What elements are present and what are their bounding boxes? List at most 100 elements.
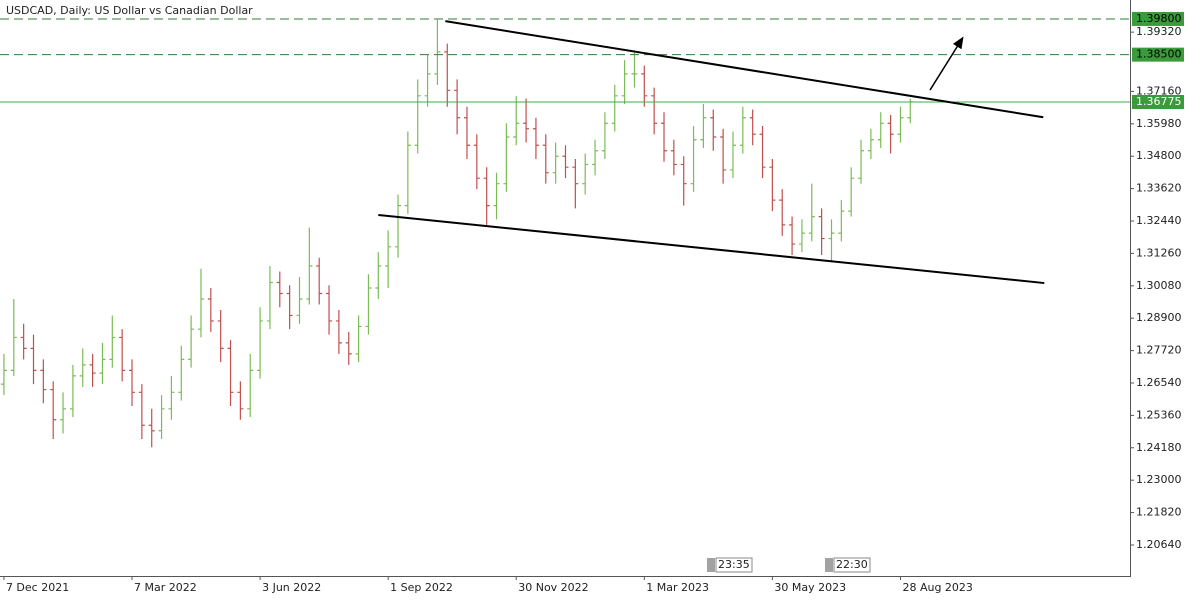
- ohlc-bar: [513, 95, 520, 146]
- x-tick-label: 30 May 2023: [774, 581, 846, 594]
- ohlc-bar: [20, 323, 27, 360]
- x-tick-label: 1 Sep 2022: [390, 581, 453, 594]
- ohlc-bar: [749, 109, 756, 146]
- price-level-label: 1.36775: [1136, 95, 1182, 108]
- ohlc-bar: [257, 307, 264, 379]
- y-tick-label: 1.28900: [1136, 311, 1182, 324]
- time-marker: 23:35: [718, 558, 750, 571]
- ohlc-bar: [690, 126, 697, 192]
- ohlc-bar: [0, 353, 7, 396]
- ohlc-bar: [404, 131, 411, 214]
- ohlc-bar: [129, 359, 136, 407]
- trend-line: [378, 213, 1045, 285]
- arrow: [929, 36, 964, 91]
- ohlc-bar: [897, 106, 904, 143]
- price-level-box: [1132, 94, 1184, 109]
- x-tick-label: 3 Jun 2022: [262, 581, 321, 594]
- ohlc-bar: [601, 112, 608, 159]
- ohlc-bar: [641, 65, 648, 107]
- ohlc-bar: [385, 230, 392, 288]
- ohlc-bar: [237, 381, 244, 420]
- ohlc-bar: [818, 208, 825, 256]
- ohlc-bar: [286, 285, 293, 330]
- ohlc-bar: [326, 285, 333, 335]
- y-tick-label: 1.21820: [1136, 506, 1182, 519]
- ohlc-bar: [552, 142, 559, 184]
- y-tick-label: 1.26540: [1136, 376, 1182, 389]
- y-tick-label: 1.30080: [1136, 279, 1182, 292]
- ohlc-bar: [119, 329, 126, 382]
- y-tick-label: 1.39320: [1136, 25, 1182, 38]
- time-marker-box: [715, 557, 753, 573]
- ohlc-bar: [395, 194, 402, 258]
- ohlc-bar: [217, 309, 224, 363]
- ohlc-bar: [345, 331, 352, 365]
- trend-line: [445, 20, 1044, 119]
- x-tick-label: 1 Mar 2023: [646, 581, 709, 594]
- y-tick-label: 1.20640: [1136, 538, 1182, 551]
- ohlc-bar: [266, 266, 273, 330]
- ohlc-bar: [592, 139, 599, 176]
- ohlc-bar: [582, 153, 589, 195]
- ohlc-bar: [365, 274, 372, 335]
- ohlc-bar: [414, 79, 421, 154]
- ohlc-bar: [40, 359, 47, 404]
- ohlc-bar: [316, 257, 323, 305]
- ohlc-bar: [532, 117, 539, 159]
- ohlc-bar: [611, 84, 618, 132]
- ohlc-bar: [631, 51, 638, 88]
- ohlc-bar: [434, 19, 441, 85]
- ohlc-bar: [424, 54, 431, 107]
- y-tick-label: 1.33620: [1136, 182, 1182, 195]
- ohlc-bar: [227, 340, 234, 407]
- y-tick-label: 1.25360: [1136, 408, 1182, 421]
- ohlc-bar: [178, 345, 185, 401]
- ohlc-bar: [306, 227, 313, 305]
- ohlc-bar: [759, 126, 766, 179]
- ohlc-bar: [769, 158, 776, 212]
- ohlc-bar: [375, 252, 382, 299]
- ohlc-bar: [789, 216, 796, 256]
- ohlc-bar: [562, 145, 569, 179]
- ohlc-bar: [355, 315, 362, 363]
- ohlc-bar: [729, 131, 736, 179]
- x-tick-label: 7 Mar 2022: [134, 581, 197, 594]
- price-level-label: 1.39800: [1136, 12, 1182, 25]
- ohlc-bar: [808, 183, 815, 242]
- ohlc-bar: [828, 219, 835, 261]
- chart-title: USDCAD, Daily: US Dollar vs Canadian Dol…: [6, 4, 253, 17]
- time-marker: 22:30: [836, 558, 868, 571]
- y-tick-label: 1.35980: [1136, 117, 1182, 130]
- ohlc-bar: [197, 268, 204, 338]
- ohlc-bar: [168, 375, 175, 420]
- ohlc-bar: [89, 353, 96, 387]
- ohlc-bar: [247, 353, 254, 418]
- price-level-label: 1.38500: [1136, 48, 1182, 61]
- ohlc-bar: [30, 334, 37, 385]
- ohlc-bar: [276, 271, 283, 308]
- y-tick-label: 1.37160: [1136, 84, 1182, 97]
- ohlc-bar: [109, 315, 116, 368]
- price-level-box: [1132, 11, 1184, 26]
- ohlc-bar: [79, 348, 86, 387]
- ohlc-bar: [99, 342, 106, 385]
- y-tick-label: 1.31260: [1136, 246, 1182, 259]
- ohlc-bar: [798, 219, 805, 253]
- ohlc-bar: [670, 139, 677, 176]
- ohlc-bar: [503, 123, 510, 192]
- y-tick-label: 1.27720: [1136, 344, 1182, 357]
- ohlc-bar: [887, 115, 894, 154]
- ohlc-bar: [523, 98, 530, 143]
- ohlc-bar: [138, 384, 145, 440]
- ohlc-bar: [700, 104, 707, 148]
- ohlc-bar: [867, 128, 874, 159]
- ohlc-bar: [848, 167, 855, 217]
- ohlc-bar: [621, 60, 628, 105]
- ohlc-bar: [10, 298, 17, 376]
- y-tick-label: 1.34800: [1136, 149, 1182, 162]
- ohlc-bar: [710, 109, 717, 151]
- ohlc-bar: [661, 112, 668, 162]
- y-tick-label: 1.32440: [1136, 214, 1182, 227]
- ohlc-bar: [454, 79, 461, 135]
